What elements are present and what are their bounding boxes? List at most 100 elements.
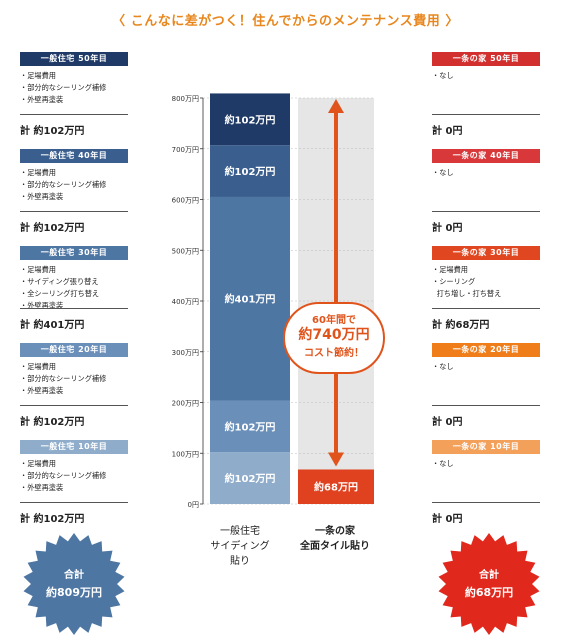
right-item-list: ・なし <box>432 458 540 470</box>
right-item-list: ・足場費用・シーリング 打ち増し・打ち替え <box>432 264 540 300</box>
divider <box>20 308 128 309</box>
list-item: 打ち増し・打ち替え <box>432 289 502 298</box>
y-tick-label: 500万円 <box>172 247 199 255</box>
list-item: ・なし <box>432 362 454 371</box>
bar-data-label: 約102万円 <box>225 113 276 126</box>
left-year-block: 一般住宅 50年目・足場費用・部分的なシーリング補修 ・外壁再塗装計 約102万円 <box>20 52 128 137</box>
bar-segment <box>210 93 290 146</box>
list-item: ・足場費用 <box>20 71 56 80</box>
bar-segment <box>210 400 290 453</box>
total-right-value: 約68万円 <box>464 586 514 599</box>
left-block-total: 計 約102万円 <box>20 417 85 428</box>
starburst-icon <box>23 533 125 635</box>
left-item-list: ・足場費用・部分的なシーリング補修 ・外壁再塗装 <box>20 70 128 106</box>
list-item: ・部分的なシーリング補修 <box>20 180 107 189</box>
list-item: ・外壁再塗装 <box>20 483 64 492</box>
y-tick-label: 700万円 <box>172 146 199 154</box>
total-left-caption: 合計 <box>64 570 84 581</box>
list-item: ・シーリング <box>432 277 476 286</box>
divider <box>432 308 540 309</box>
divider <box>432 114 540 115</box>
list-item: ・部分的なシーリング補修 <box>20 83 107 92</box>
list-item: ・外壁再塗装 <box>20 95 64 104</box>
category-label-general-house: 一般住宅 サイディング 貼り <box>210 526 270 567</box>
y-tick-label: 600万円 <box>172 197 199 205</box>
total-left-value: 約809万円 <box>46 586 102 599</box>
left-year-header: 一般住宅 10年目 <box>20 440 128 454</box>
list-item: ・足場費用 <box>20 168 56 177</box>
bar-segment <box>210 452 290 504</box>
left-item-list: ・足場費用 ・部分的なシーリング補修 ・外壁再塗装 <box>20 361 128 397</box>
right-year-block: 一条の家 50年目・なし計 0円 <box>432 52 540 137</box>
bar-segment <box>210 145 290 197</box>
right-block-total: 計 0円 <box>432 514 463 525</box>
right-year-header: 一条の家 30年目 <box>432 246 540 260</box>
list-item: ・足場費用 <box>20 362 56 371</box>
right-block-total: 計 0円 <box>432 223 463 234</box>
left-block-total: 計 約102万円 <box>20 126 85 137</box>
left-block-total: 計 約102万円 <box>20 223 85 234</box>
right-item-list: ・なし <box>432 70 540 82</box>
list-item: ・サイディング張り替え <box>20 277 99 286</box>
left-year-header: 一般住宅 20年目 <box>20 343 128 357</box>
total-badge-left: 合計 約809万円 <box>22 532 126 640</box>
total-badge-right: 合計 約68万円 <box>437 532 541 640</box>
list-item: ・足場費用 <box>432 265 468 274</box>
left-year-block: 一般住宅 10年目・足場費用 ・部分的なシーリング補修 ・外壁再塗装計 約102万円 <box>20 440 128 525</box>
divider <box>20 405 128 406</box>
divider <box>20 502 128 503</box>
list-item: ・なし <box>432 71 454 80</box>
divider <box>432 405 540 406</box>
list-item: ・なし <box>432 459 454 468</box>
right-year-header: 一条の家 10年目 <box>432 440 540 454</box>
right-block-total: 計 0円 <box>432 126 463 137</box>
right-year-block: 一条の家 40年目・なし計 0円 <box>432 149 540 234</box>
burst-shape-left <box>23 533 125 635</box>
bar-data-label: 約102万円 <box>225 472 276 485</box>
left-block-total: 計 約401万円 <box>20 320 85 331</box>
list-item: ・部分的なシーリング補修 <box>20 374 107 383</box>
left-item-list: ・足場費用・部分的なシーリング補修 ・外壁再塗装 <box>20 167 128 203</box>
right-block-total: 計 約68万円 <box>432 320 490 331</box>
category-label-ichijo-house: 一条の家 全面タイル貼り <box>300 526 370 552</box>
bar-data-label: 約68万円 <box>314 481 358 494</box>
burst-shape-right <box>438 533 540 635</box>
right-year-block: 一条の家 20年目・なし計 0円 <box>432 343 540 428</box>
list-item: ・足場費用 <box>20 265 56 274</box>
y-tick-label: 0円 <box>188 501 199 509</box>
bar-data-label: 約102万円 <box>225 165 276 178</box>
left-year-block: 一般住宅 30年目・足場費用・サイディング張り替え ・全シーリング打ち替え ・外壁再… <box>20 246 128 331</box>
right-year-header: 一条の家 40年目 <box>432 149 540 163</box>
divider <box>20 114 128 115</box>
list-item: ・なし <box>432 168 454 177</box>
left-year-block: 一般住宅 40年目・足場費用・部分的なシーリング補修 ・外壁再塗装計 約102万円 <box>20 149 128 234</box>
right-item-list: ・なし <box>432 167 540 179</box>
list-item: ・全シーリング打ち替え <box>20 289 100 298</box>
right-year-header: 一条の家 50年目 <box>432 52 540 66</box>
left-year-header: 一般住宅 40年目 <box>20 149 128 163</box>
right-block-total: 計 0円 <box>432 417 463 428</box>
left-item-list: ・足場費用 ・部分的なシーリング補修 ・外壁再塗装 <box>20 458 128 494</box>
divider <box>20 211 128 212</box>
left-year-header: 一般住宅 30年目 <box>20 246 128 260</box>
left-block-total: 計 約102万円 <box>20 514 85 525</box>
savings-callout: 60年間で 約740万円 コスト節約！ <box>283 302 385 374</box>
bar-segment <box>298 469 374 504</box>
left-year-block: 一般住宅 20年目 ・足場費用 ・部分的なシーリング補修 ・外壁再塗装計 約102万円 <box>20 343 128 428</box>
bar-segment <box>210 196 290 401</box>
y-tick-label: 300万円 <box>172 349 199 357</box>
right-year-header: 一条の家 20年目 <box>432 343 540 357</box>
y-tick-label: 200万円 <box>172 400 199 408</box>
bar-data-label: 約401万円 <box>225 293 276 306</box>
arrow-down-icon <box>328 452 344 467</box>
list-item: ・外壁再塗装 <box>20 301 64 310</box>
y-tick-label: 400万円 <box>172 298 199 306</box>
list-item: ・足場費用 <box>20 459 56 468</box>
left-year-header: 一般住宅 50年目 <box>20 52 128 66</box>
list-item: ・外壁再塗装 <box>20 192 64 201</box>
y-tick-label: 100万円 <box>172 450 199 458</box>
divider <box>432 502 540 503</box>
bar-data-label: 約102万円 <box>225 420 276 433</box>
arrow-up-icon <box>328 99 344 113</box>
total-right-caption: 合計 <box>479 570 499 581</box>
